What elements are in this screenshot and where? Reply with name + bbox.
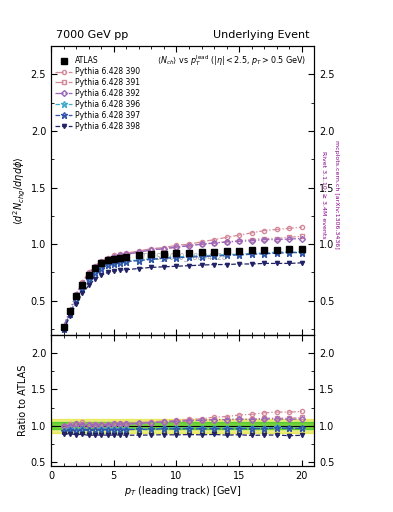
Text: 7000 GeV pp: 7000 GeV pp	[56, 30, 129, 40]
Text: Rivet 3.1.10, ≥ 3.4M events: Rivet 3.1.10, ≥ 3.4M events	[322, 151, 327, 239]
Bar	[51, 422, 314, 430]
Text: mcplots.cern.ch [arXiv:1306.3436]: mcplots.cern.ch [arXiv:1306.3436]	[334, 140, 338, 249]
Text: Underlying Event: Underlying Event	[213, 30, 309, 40]
Text: ATLAS_2010_S8894728: ATLAS_2010_S8894728	[138, 252, 228, 261]
Y-axis label: $\langle d^2 N_{chg}/d\eta d\phi \rangle$: $\langle d^2 N_{chg}/d\eta d\phi \rangle…	[12, 156, 28, 225]
Text: $\langle N_{ch}\rangle$ vs $p_T^{\rm lead}$ ($|\eta|<2.5$, $p_T>0.5$ GeV): $\langle N_{ch}\rangle$ vs $p_T^{\rm lea…	[157, 53, 307, 68]
Y-axis label: Ratio to ATLAS: Ratio to ATLAS	[18, 365, 28, 436]
Legend: ATLAS, Pythia 6.428 390, Pythia 6.428 391, Pythia 6.428 392, Pythia 6.428 396, P: ATLAS, Pythia 6.428 390, Pythia 6.428 39…	[54, 55, 142, 132]
X-axis label: $p_T$ (leading track) [GeV]: $p_T$ (leading track) [GeV]	[124, 483, 241, 498]
Bar	[51, 418, 314, 433]
